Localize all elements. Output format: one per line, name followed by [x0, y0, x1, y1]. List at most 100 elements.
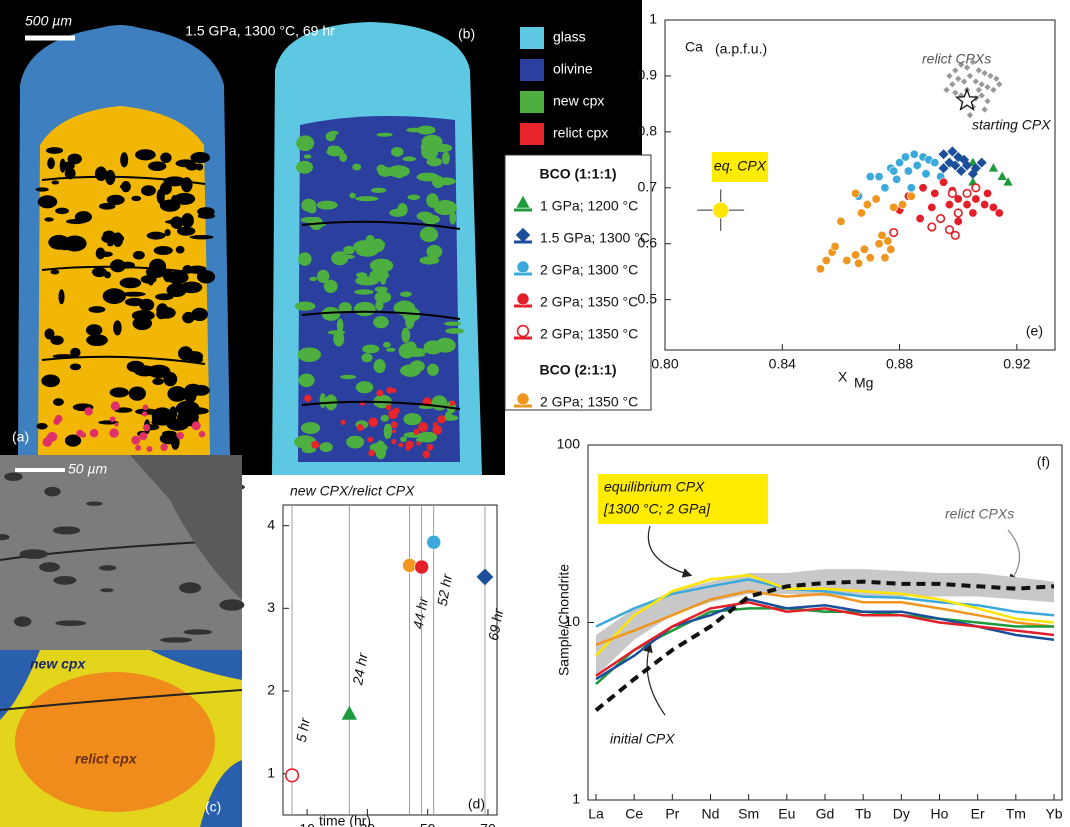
- texture: [442, 152, 450, 165]
- texture: [400, 436, 407, 442]
- texture: [355, 196, 378, 201]
- texture: [160, 444, 167, 451]
- marker: [713, 202, 729, 218]
- texture: [426, 193, 439, 207]
- relict-region: [15, 672, 215, 812]
- texture: [167, 271, 189, 284]
- marker: [955, 76, 961, 82]
- texture: [436, 177, 455, 185]
- texture: [427, 444, 434, 451]
- texture: [114, 422, 118, 426]
- texture: [100, 251, 113, 257]
- texture: [92, 267, 107, 277]
- texture: [400, 291, 412, 296]
- marker: [990, 87, 996, 93]
- marker: [931, 189, 939, 197]
- texture: [352, 164, 361, 171]
- y-tick-label: 1: [649, 11, 657, 27]
- marker: [875, 172, 883, 180]
- x-axis-label: X: [838, 369, 848, 385]
- marker: [342, 706, 357, 720]
- time-label: 5 hr: [293, 716, 313, 744]
- texture: [356, 381, 374, 393]
- annotation: [1300 °C; 2 GPa]: [603, 501, 711, 517]
- texture: [141, 275, 157, 284]
- marker: [949, 190, 957, 198]
- texture: [135, 149, 156, 160]
- texture: [99, 565, 116, 571]
- marker: [857, 209, 865, 217]
- x-tick-label: 0.88: [886, 356, 913, 372]
- texture: [311, 441, 319, 449]
- texture: [298, 347, 321, 362]
- marker: [403, 558, 417, 572]
- texture: [177, 227, 195, 236]
- x-tick-label: Yb: [1045, 806, 1062, 822]
- texture: [368, 417, 378, 427]
- marker: [981, 106, 987, 112]
- legend-label: 2 GPa; 1350 °C: [540, 326, 638, 342]
- legend-swatch: [520, 59, 544, 81]
- marker: [866, 254, 874, 262]
- texture: [406, 441, 414, 449]
- marker: [961, 78, 967, 84]
- texture: [298, 252, 312, 266]
- texture: [147, 232, 166, 240]
- texture: [44, 217, 54, 221]
- texture: [331, 251, 348, 265]
- texture: [398, 442, 403, 447]
- texture: [160, 200, 181, 212]
- marker: [898, 200, 906, 208]
- x-tick-label: Ce: [625, 806, 643, 822]
- marker: [984, 98, 990, 104]
- texture: [386, 348, 396, 352]
- figure: 500 µm 1.5 GPa, 1300 °C, 69 hr (a) (b) 5…: [0, 0, 1070, 827]
- texture: [81, 432, 86, 437]
- texture: [417, 212, 433, 221]
- texture: [70, 363, 81, 370]
- annotation: starting CPX: [972, 117, 1051, 133]
- marker: [945, 200, 953, 208]
- texture: [304, 395, 311, 402]
- marker: [931, 158, 939, 166]
- legend-label: olivine: [553, 61, 593, 77]
- texture: [53, 576, 76, 585]
- texture: [50, 270, 59, 275]
- texture: [375, 300, 383, 311]
- texture: [337, 318, 344, 333]
- texture: [346, 436, 364, 449]
- x-tick-label: 10: [299, 821, 315, 827]
- texture: [178, 346, 193, 360]
- texture: [110, 387, 129, 397]
- texture: [48, 235, 69, 250]
- texture: [53, 398, 64, 406]
- marker: [972, 184, 980, 192]
- texture: [304, 154, 312, 158]
- texture: [191, 308, 208, 321]
- marker: [881, 254, 889, 262]
- marker: [831, 242, 839, 250]
- marker: [979, 81, 985, 87]
- y-tick-label: 0.6: [638, 234, 658, 250]
- texture: [179, 582, 201, 593]
- texture: [435, 338, 456, 353]
- texture: [133, 251, 145, 260]
- marker: [954, 209, 962, 217]
- arrow: [648, 526, 690, 575]
- texture: [86, 501, 103, 505]
- marker: [969, 209, 977, 217]
- marker: [919, 184, 927, 192]
- texture: [164, 229, 170, 236]
- texture: [199, 431, 205, 437]
- x-tick-label: 0.80: [651, 356, 678, 372]
- marker: [916, 214, 924, 222]
- texture: [376, 165, 386, 173]
- marker: [890, 167, 898, 175]
- texture: [354, 289, 374, 294]
- texture: [354, 302, 376, 316]
- texture: [427, 157, 443, 166]
- texture: [405, 314, 414, 329]
- x-tick-label: Er: [971, 806, 985, 822]
- texture: [113, 320, 121, 335]
- marker: [477, 569, 494, 586]
